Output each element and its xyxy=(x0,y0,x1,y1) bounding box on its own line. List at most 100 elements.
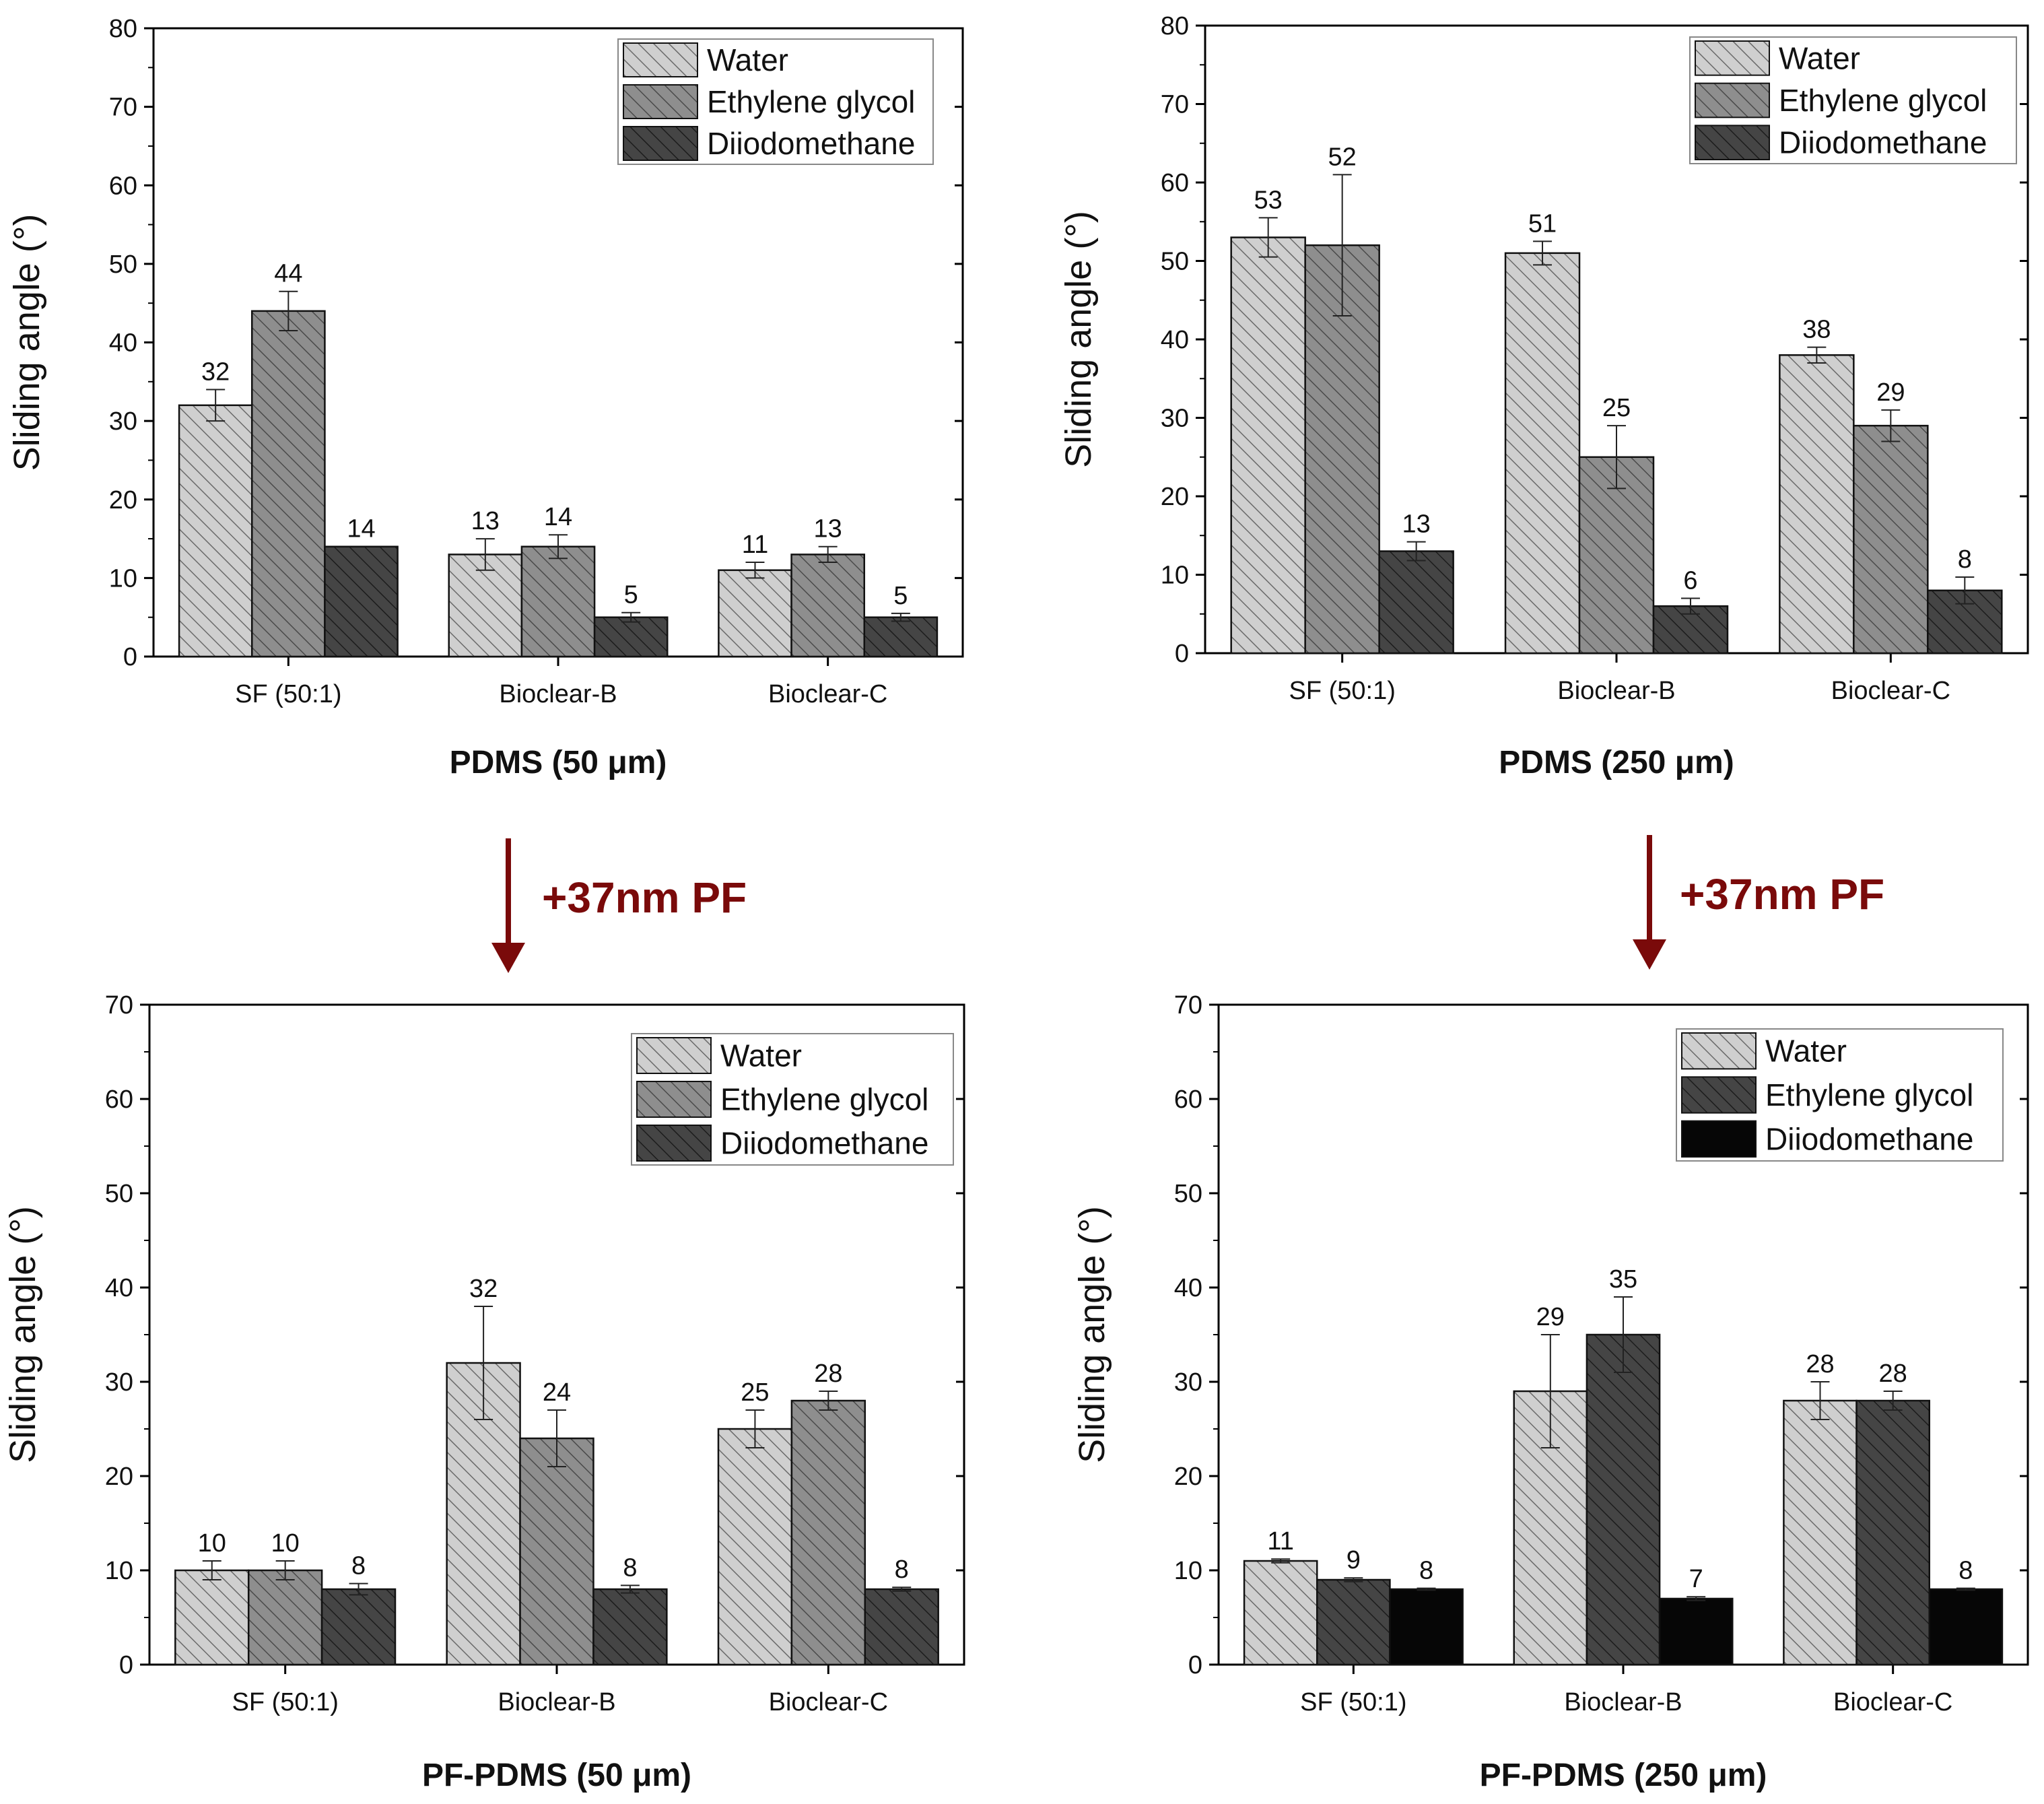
legend-label: Diiodomethane xyxy=(1779,125,1987,160)
x-tick-label: Bioclear-B xyxy=(1564,1688,1682,1716)
data-label: 35 xyxy=(1609,1265,1637,1294)
arrow-right-label: +37nm PF xyxy=(1680,870,1884,918)
panel-caption: PDMS (250 μm) xyxy=(1499,745,1734,780)
bar xyxy=(1928,1588,2004,1666)
y-tick-label: 40 xyxy=(1174,1274,1202,1302)
bar xyxy=(324,545,399,658)
data-label: 8 xyxy=(1419,1557,1433,1585)
arrow-right-head xyxy=(1633,939,1666,970)
legend: Water Ethylene glycol Diiodomethane xyxy=(1676,1028,2004,1162)
y-tick-label: 60 xyxy=(1161,169,1189,197)
y-tick-label: 0 xyxy=(123,643,137,671)
legend-label: Ethylene glycol xyxy=(720,1082,928,1117)
y-axis-label: Sliding angle (°) xyxy=(7,214,47,471)
bar xyxy=(174,1569,250,1666)
y-tick-label: 70 xyxy=(105,991,133,1020)
data-label: 44 xyxy=(274,260,302,288)
y-tick-label: 80 xyxy=(109,15,137,43)
legend-label: Ethylene glycol xyxy=(1765,1077,1973,1112)
y-axis-label: Sliding angle (°) xyxy=(3,1206,43,1463)
y-tick-label: 50 xyxy=(1174,1180,1202,1208)
chart-pdms-50: 0 10 20 30 40 50 60 70 80 Sliding angle (°) SF (50… xyxy=(7,15,964,780)
data-label: 13 xyxy=(471,507,500,535)
x-tick-label: SF (50:1) xyxy=(1289,677,1395,705)
y-tick-label: 60 xyxy=(105,1085,133,1114)
bar xyxy=(864,1588,939,1666)
y-tick-label: 20 xyxy=(1174,1463,1202,1491)
legend: Water Ethylene glycol Diiodomethane xyxy=(617,38,934,165)
legend-swatch xyxy=(623,42,698,77)
y-tick-label: 70 xyxy=(1161,91,1189,119)
legend-swatch xyxy=(1695,82,1770,119)
legend-swatch xyxy=(623,126,698,161)
data-label: 11 xyxy=(742,531,768,559)
bar xyxy=(592,1588,668,1666)
data-label: 8 xyxy=(1958,1557,1973,1585)
legend-swatch xyxy=(636,1125,712,1162)
chart-pf-pdms-250: 0 10 20 30 40 50 60 70 Sliding angle (°) SF (50:1… xyxy=(1072,991,2029,1793)
data-label: 32 xyxy=(469,1275,498,1303)
y-tick-label: 20 xyxy=(105,1463,133,1491)
data-label: 11 xyxy=(1267,1527,1293,1556)
bar xyxy=(863,616,939,658)
bar xyxy=(520,545,596,658)
legend-label: Diiodomethane xyxy=(707,126,915,161)
data-label: 28 xyxy=(1879,1360,1907,1388)
y-tick-label: 40 xyxy=(1161,326,1189,354)
chart-pdms-250: 0 10 20 30 40 50 60 70 80 Sliding angle (°) SF (50… xyxy=(1058,12,2029,780)
bar xyxy=(1783,1399,1858,1666)
y-tick-label: 40 xyxy=(109,329,137,358)
y-tick-label: 0 xyxy=(119,1651,133,1679)
bar xyxy=(1586,1333,1661,1666)
data-label: 38 xyxy=(1802,316,1831,344)
data-label: 24 xyxy=(543,1378,571,1407)
y-tick-label: 20 xyxy=(109,486,137,514)
y-tick-label: 40 xyxy=(105,1274,133,1302)
bar xyxy=(718,569,792,658)
y-tick-label: 0 xyxy=(1188,1651,1202,1679)
data-label: 52 xyxy=(1328,143,1357,171)
data-label: 6 xyxy=(1683,566,1697,595)
bar xyxy=(1504,252,1581,655)
data-label: 14 xyxy=(544,503,572,531)
bar xyxy=(1578,456,1655,655)
panel-caption: PDMS (50 μm) xyxy=(450,745,667,780)
x-tick-label: Bioclear-C xyxy=(768,680,887,708)
bar xyxy=(593,616,669,658)
x-tick-label: SF (50:1) xyxy=(235,680,341,708)
y-tick-label: 20 xyxy=(1161,483,1189,511)
y-tick-label: 60 xyxy=(109,172,137,200)
data-label: 7 xyxy=(1689,1565,1703,1593)
data-label: 14 xyxy=(347,515,375,543)
bar xyxy=(1658,1597,1734,1666)
legend-swatch xyxy=(1681,1120,1757,1158)
bar xyxy=(250,310,326,658)
x-tick-label: SF (50:1) xyxy=(1300,1688,1406,1716)
legend-swatch xyxy=(1681,1076,1757,1114)
y-axis-label: Sliding angle (°) xyxy=(1072,1206,1112,1463)
data-label: 8 xyxy=(1958,545,1972,574)
panel-caption: PF-PDMS (250 μm) xyxy=(1480,1758,1767,1793)
y-tick-label: 80 xyxy=(1161,12,1189,40)
y-tick-label: 10 xyxy=(1161,562,1189,590)
y-tick-label: 50 xyxy=(105,1180,133,1208)
bar xyxy=(1853,424,1929,655)
y-tick-label: 70 xyxy=(1174,991,1202,1020)
legend-label: Water xyxy=(707,42,788,77)
legend-label: Water xyxy=(720,1038,802,1073)
arrow-left-label: +37nm PF xyxy=(542,873,747,922)
legend-label: Ethylene glycol xyxy=(1779,83,1987,118)
bar xyxy=(519,1437,594,1666)
bar xyxy=(1316,1578,1391,1666)
legend-label: Diiodomethane xyxy=(720,1126,928,1161)
x-tick-label: Bioclear-C xyxy=(1831,677,1950,705)
legend: Water Ethylene glycol Diiodomethane xyxy=(1689,36,2017,164)
bar xyxy=(247,1569,323,1666)
data-label: 51 xyxy=(1528,209,1557,238)
data-label: 8 xyxy=(351,1552,366,1580)
bar xyxy=(1378,550,1454,655)
y-tick-label: 10 xyxy=(109,564,137,593)
legend: Water Ethylene glycol Diiodomethane xyxy=(631,1033,954,1166)
arrow-left: +37nm PF xyxy=(491,838,747,973)
